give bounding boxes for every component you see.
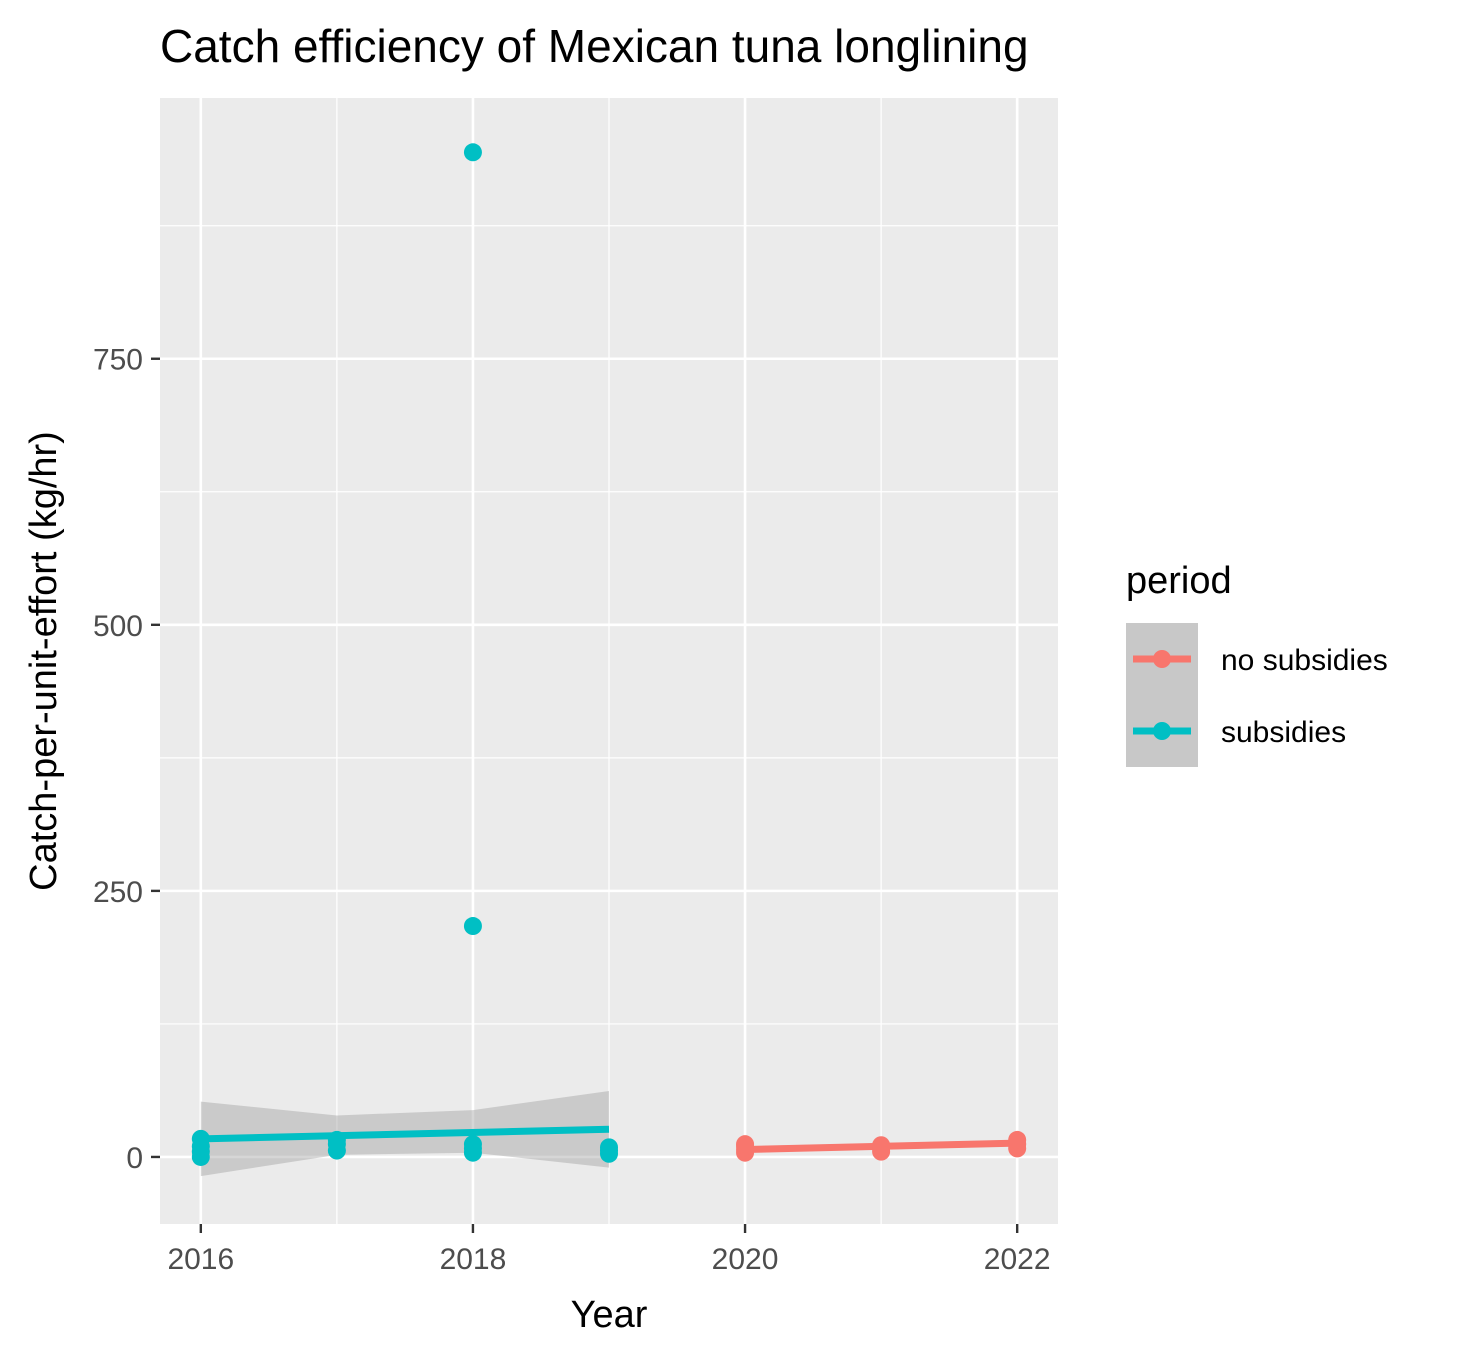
- y-axis: 0 250 500 750: [93, 344, 160, 1175]
- legend-label-no-subsidies: no subsidies: [1221, 644, 1388, 677]
- data-points: [191, 143, 1027, 1166]
- point-subsidies: [463, 143, 482, 162]
- x-tick-label: 2018: [440, 1243, 507, 1276]
- y-axis-title: Catch-per-unit-effort (kg/hr): [23, 431, 65, 891]
- y-tick-label: 250: [93, 876, 143, 909]
- legend-item-no-subsidies: no subsidies: [1133, 644, 1388, 677]
- point-no-subsidies: [736, 1135, 755, 1154]
- x-axis-title: Year: [571, 1294, 648, 1336]
- legend-key-subsidies-point: [1153, 722, 1171, 740]
- legend-label-subsidies: subsidies: [1221, 716, 1346, 749]
- x-tick-label: 2020: [712, 1243, 779, 1276]
- x-tick-label: 2016: [167, 1243, 234, 1276]
- chart-title: Catch efficiency of Mexican tuna longlin…: [160, 20, 1029, 72]
- point-subsidies: [600, 1138, 618, 1157]
- point-subsidies: [463, 917, 482, 936]
- legend: period no subsidies subsidies: [1126, 560, 1388, 767]
- legend-item-subsidies: subsidies: [1133, 716, 1346, 749]
- point-no-subsidies: [1008, 1130, 1027, 1149]
- point-subsidies: [463, 1135, 482, 1154]
- legend-title: period: [1126, 560, 1232, 602]
- grid-major: [160, 98, 1058, 1224]
- y-tick-label: 500: [93, 610, 143, 643]
- y-tick-label: 0: [126, 1142, 143, 1175]
- x-axis: 2016 2018 2020 2022: [167, 1224, 1051, 1276]
- legend-key-no-subsidies-point: [1153, 650, 1171, 668]
- x-tick-label: 2022: [984, 1243, 1051, 1276]
- point-subsidies: [191, 1129, 210, 1148]
- y-tick-label: 750: [93, 344, 143, 377]
- trend-line-subsidies: [200, 1125, 610, 1143]
- legend-key-background: [1126, 623, 1198, 767]
- point-no-subsidies: [872, 1136, 891, 1155]
- grid-minor: [160, 98, 1058, 1224]
- point-subsidies: [327, 1130, 346, 1149]
